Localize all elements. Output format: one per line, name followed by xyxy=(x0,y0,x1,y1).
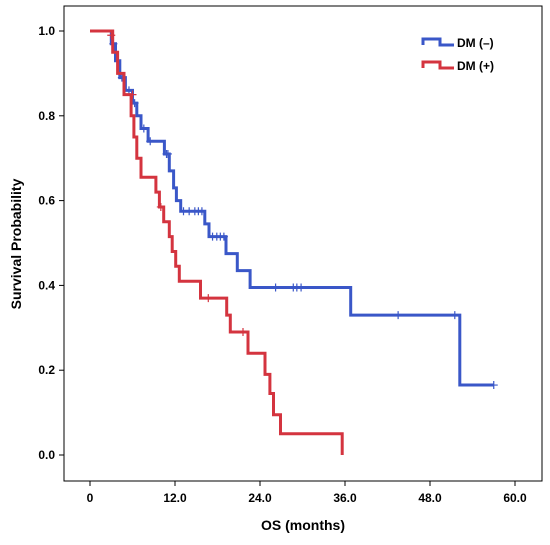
y-tick-label: 0.8 xyxy=(38,109,55,123)
y-tick-label: 0.4 xyxy=(38,278,55,292)
censor-mark xyxy=(450,311,459,320)
legend-swatch xyxy=(421,60,454,70)
y-axis: 0.0 0.2 0.4 0.6 0.8 1.0 xyxy=(38,24,64,462)
censor-mark xyxy=(124,86,133,95)
censor-mark xyxy=(204,294,213,303)
x-tick-label: 0 xyxy=(87,491,94,505)
censor-mark xyxy=(156,202,165,211)
y-tick-label: 0.2 xyxy=(38,363,55,377)
legend-label: DM (+) xyxy=(457,59,494,73)
survival-curve xyxy=(90,29,344,455)
censor-mark xyxy=(271,283,280,292)
x-axis: 0 12.0 24.0 36.0 48.0 60.0 xyxy=(87,481,527,505)
censor-mark xyxy=(146,137,155,146)
y-axis-label: Survival Probability xyxy=(8,178,24,309)
x-tick-label: 12.0 xyxy=(163,491,187,505)
censor-mark xyxy=(219,232,228,241)
censor-mark xyxy=(297,283,306,292)
x-tick-label: 48.0 xyxy=(418,491,442,505)
censor-mark xyxy=(239,328,247,337)
x-tick-label: 36.0 xyxy=(333,491,357,505)
series-layer xyxy=(90,29,498,455)
censor-mark xyxy=(489,381,498,390)
y-tick-label: 0.6 xyxy=(38,194,55,208)
censor-mark xyxy=(163,149,172,158)
x-axis-label: OS (months) xyxy=(261,517,345,533)
x-tick-label: 60.0 xyxy=(503,491,527,505)
legend-item: DM (–) xyxy=(421,36,494,50)
series-dm-positive xyxy=(90,29,344,455)
censor-mark xyxy=(394,311,403,320)
censor-mark xyxy=(128,90,137,99)
legend-item: DM (+) xyxy=(421,59,494,73)
legend-swatch xyxy=(421,37,454,47)
plot-frame xyxy=(63,5,543,482)
censor-mark xyxy=(197,207,206,216)
legend-label: DM (–) xyxy=(457,36,494,50)
censor-mark xyxy=(139,124,148,133)
y-tick-label: 0.0 xyxy=(38,448,55,462)
x-tick-label: 24.0 xyxy=(248,491,272,505)
y-tick-label: 1.0 xyxy=(38,24,55,38)
censor-mark xyxy=(107,31,116,40)
legend: DM (–) DM (+) xyxy=(421,36,494,73)
